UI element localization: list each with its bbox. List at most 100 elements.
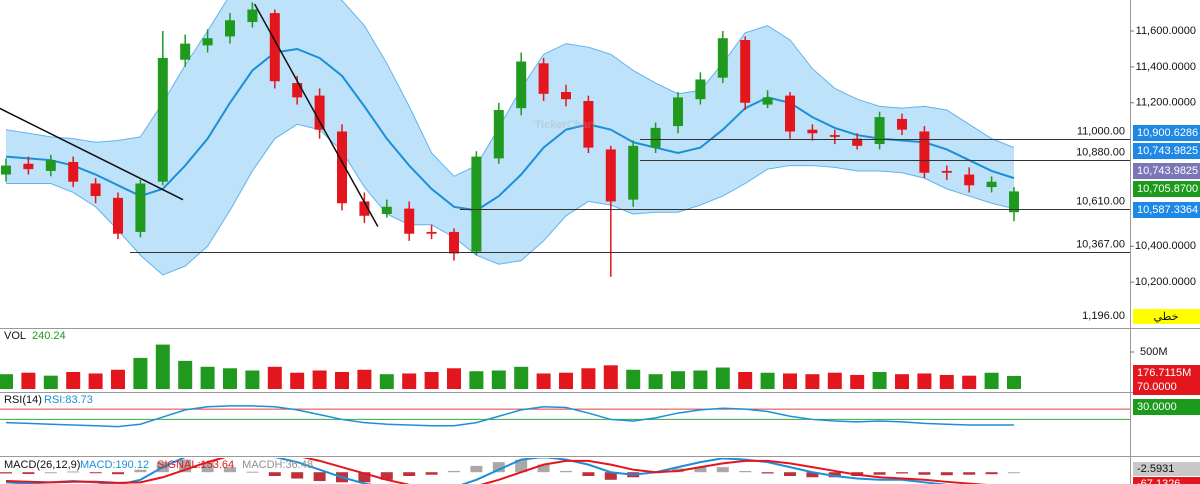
- price-tag-label: -67.1326: [1137, 478, 1180, 484]
- macd-histogram: [828, 472, 841, 478]
- volume-bar: [962, 375, 977, 389]
- macd-histogram: [403, 472, 416, 476]
- price-tag: [1133, 462, 1200, 476]
- volume-bar: [43, 375, 58, 389]
- candle-body: [561, 92, 571, 100]
- volume-bar: [447, 368, 461, 389]
- candle-body: [583, 100, 594, 148]
- macd-histogram: [0, 472, 12, 474]
- candle-body: [113, 197, 123, 234]
- macd-histogram: [112, 472, 124, 475]
- macd-histogram: [560, 470, 572, 473]
- volume-bar: [1007, 375, 1021, 389]
- price-tag: [1133, 143, 1200, 159]
- candle-body: [650, 127, 661, 148]
- macd-histogram: [940, 472, 953, 476]
- candle-body: [717, 38, 728, 78]
- candle-body: [449, 231, 459, 254]
- candle-body: [404, 208, 415, 234]
- volume-bar: [693, 370, 708, 389]
- candle-body: [897, 118, 907, 130]
- volume-bar: [917, 373, 932, 389]
- panel-legend: SIGNAL:153.64: [157, 459, 234, 471]
- macd-histogram: [380, 472, 393, 480]
- macd-histogram: [246, 471, 259, 473]
- y-tick-label: 10,200.0000: [1135, 276, 1196, 288]
- panel: [0, 344, 1021, 389]
- candle-body: [157, 57, 168, 182]
- macd-histogram: [201, 462, 214, 473]
- volume-bar: [223, 368, 237, 389]
- macd-histogram: [492, 462, 505, 473]
- volume-bar: [111, 369, 125, 389]
- candle-body: [68, 161, 79, 182]
- volume-bar: [939, 374, 954, 389]
- price-tag-label: 10,743.9825: [1137, 145, 1198, 157]
- volume-bar: [760, 372, 775, 389]
- macd-histogram: [448, 470, 460, 473]
- price-tag: [1133, 399, 1200, 415]
- volume-bar: [402, 373, 417, 389]
- candle-body: [202, 38, 213, 46]
- level-label: 11,000.00: [1077, 125, 1125, 137]
- volume-bar: [178, 360, 193, 389]
- price-tag: [1133, 163, 1200, 179]
- panel: [0, 0, 1019, 277]
- macd-histogram: [537, 464, 550, 473]
- macd-histogram: [784, 472, 796, 476]
- macd-histogram: [268, 472, 281, 476]
- volume-bar: [514, 366, 529, 389]
- volume-bar: [267, 366, 282, 389]
- price-tag-label: -2.5931: [1137, 463, 1174, 475]
- panel-value: 240.24: [32, 330, 66, 342]
- macd-histogram: [918, 472, 931, 475]
- candle-body: [292, 83, 303, 98]
- macd-histogram: [739, 470, 752, 473]
- volume-bar: [312, 370, 327, 389]
- panel-legend: RSI:83.73: [44, 394, 93, 406]
- volume-bar: [88, 373, 103, 389]
- y-tick-label: 11,200.0000: [1136, 97, 1196, 109]
- price-tag: [1133, 202, 1200, 218]
- price-tag-label: 0.0000: [1137, 424, 1171, 436]
- bollinger-fill: [6, 0, 1014, 275]
- candle-body: [852, 138, 863, 146]
- candle-body: [426, 231, 437, 234]
- macd-histogram: [582, 472, 595, 476]
- macd-histogram: [515, 459, 528, 473]
- volume-bar: [357, 369, 372, 389]
- annotation: 1,196.00: [1082, 310, 1125, 322]
- volume-bar: [0, 374, 13, 389]
- price-tag: [1133, 422, 1200, 438]
- volume-bar: [424, 371, 439, 389]
- candle-body: [381, 206, 392, 214]
- candle-body: [516, 61, 527, 109]
- trend-line: [253, 3, 379, 227]
- price-tag: [1133, 477, 1200, 484]
- candle-body: [225, 20, 235, 37]
- price-tag: [1133, 365, 1200, 381]
- volume-bar: [536, 373, 551, 389]
- macd-histogram: [67, 471, 80, 473]
- candle-body: [269, 13, 280, 82]
- style-tag-label: خطي: [1154, 311, 1179, 323]
- macd-histogram: [44, 472, 57, 474]
- macd-histogram: [134, 469, 147, 473]
- candle-body: [695, 79, 706, 100]
- macd-histogram: [761, 472, 774, 474]
- volume-bar: [200, 366, 215, 389]
- bollinger-middle: [5, 47, 1015, 212]
- macd-histogram: [89, 472, 102, 474]
- volume-bar: [671, 371, 685, 389]
- volume-bar: [155, 344, 170, 389]
- volume-bar: [984, 372, 999, 389]
- macd-histogram: [224, 467, 236, 473]
- candle-body: [829, 135, 840, 137]
- price-tag: [1133, 181, 1200, 197]
- macd-histogram: [873, 472, 886, 475]
- volume-bar: [335, 371, 349, 389]
- y-tick-label: 500M: [1140, 346, 1168, 358]
- macd-histogram: [716, 467, 729, 473]
- macd-histogram: [358, 472, 371, 483]
